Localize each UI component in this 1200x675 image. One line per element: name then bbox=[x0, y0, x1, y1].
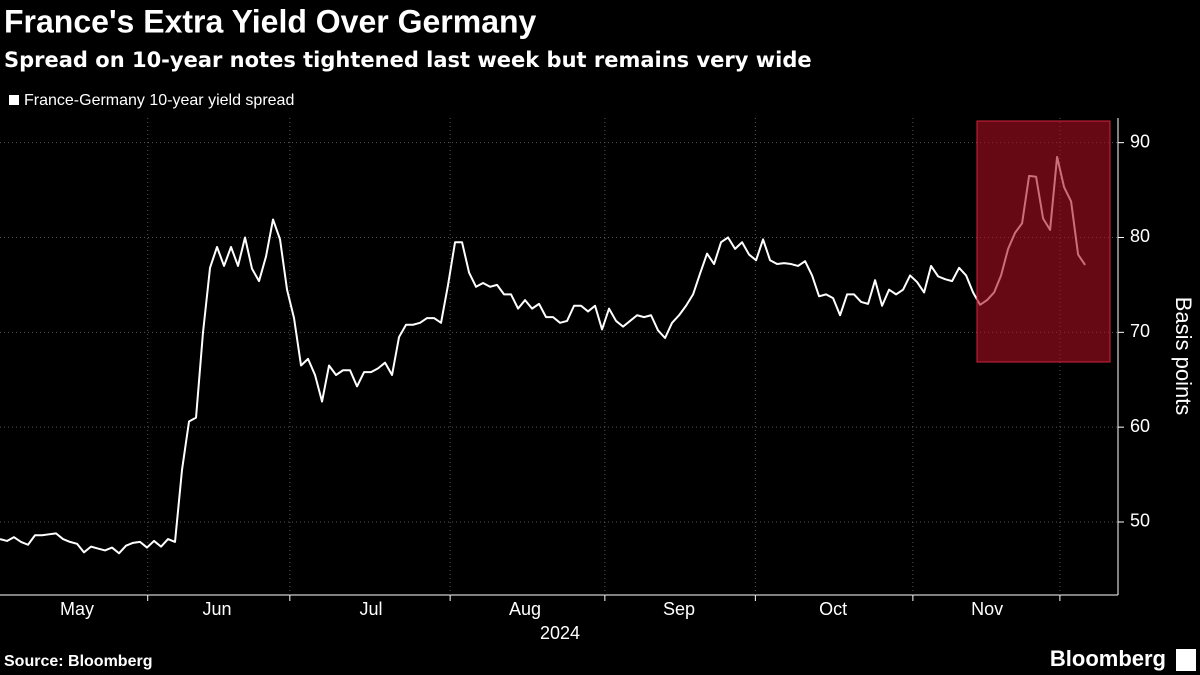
x-tick-label: Jul bbox=[360, 599, 383, 619]
chart-subtitle: Spread on 10-year notes tightened last w… bbox=[4, 48, 812, 72]
legend-swatch bbox=[9, 95, 19, 105]
brand: Bloomberg bbox=[1050, 646, 1166, 671]
x-tick-label: Sep bbox=[663, 599, 695, 619]
brand-icon bbox=[1176, 649, 1196, 671]
y-axis-label: Basis points bbox=[1171, 297, 1196, 416]
y-tick-label: 90 bbox=[1130, 131, 1150, 151]
y-tick-label: 50 bbox=[1130, 511, 1150, 531]
data-line bbox=[0, 155, 1086, 555]
x-tick-label: Oct bbox=[819, 599, 847, 619]
x-tick-label: Jun bbox=[203, 599, 232, 619]
x-tick-label: May bbox=[60, 599, 94, 619]
chart-title: France's Extra Yield Over Germany bbox=[4, 3, 537, 39]
x-tick-label: Aug bbox=[509, 599, 541, 619]
y-tick-label: 80 bbox=[1130, 226, 1150, 246]
source: Source: Bloomberg bbox=[4, 653, 152, 670]
y-tick-label: 60 bbox=[1130, 416, 1150, 436]
x-axis-label: 2024 bbox=[540, 623, 580, 643]
y-tick-label: 70 bbox=[1130, 321, 1150, 341]
highlight-box bbox=[976, 120, 1111, 363]
x-tick-label: Nov bbox=[971, 599, 1003, 619]
legend-label: France-Germany 10-year yield spread bbox=[24, 92, 294, 109]
